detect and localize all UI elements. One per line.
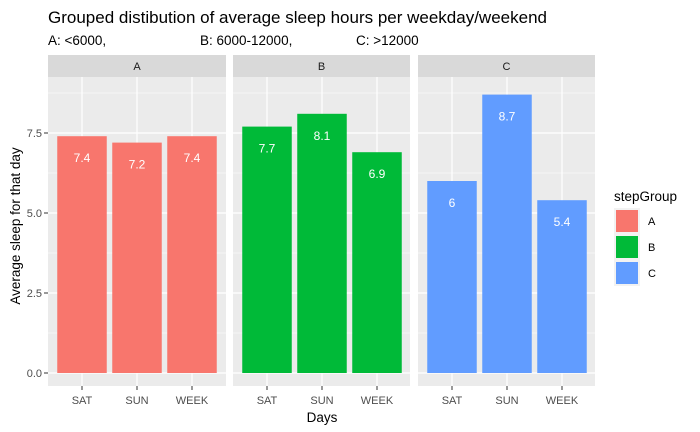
y-tick-label: 7.5 (27, 128, 42, 140)
x-tick-label: SAT (257, 395, 278, 407)
facet-strip-label: B (318, 61, 325, 73)
facet-panel-a: A 7.4 7.2 7.4 SAT SUN WEEK (48, 55, 226, 407)
x-axis-title: Days (307, 410, 338, 425)
legend-label: C (648, 268, 656, 280)
bar-value-label: 6 (449, 196, 456, 210)
y-tick-label: 5.0 (27, 208, 42, 220)
bar-a-week (167, 136, 217, 373)
x-tick-label: SUN (125, 395, 148, 407)
y-axis: 0.0 2.5 5.0 7.5 (27, 128, 48, 380)
bar-a-sun (112, 142, 162, 373)
subtitle-group-c: C: >12000 (356, 33, 419, 48)
facet-panel-c: C 6 8.7 5.4 SAT SUN WEEK (418, 55, 595, 407)
subtitle-group-a: A: <6000, (48, 33, 106, 48)
y-tick-label: 2.5 (27, 288, 42, 300)
bar-value-label: 7.4 (74, 151, 91, 165)
bar-value-label: 7.4 (184, 151, 201, 165)
bar-c-sat (427, 181, 477, 373)
x-tick-label: SAT (442, 395, 463, 407)
y-tick-label: 0.0 (27, 368, 42, 380)
facet-panel-b: B 7.7 8.1 6.9 SAT SUN WEEK (233, 55, 410, 407)
x-tick-label: SUN (310, 395, 333, 407)
legend-swatch-a (616, 210, 638, 232)
legend-swatch-b (616, 236, 638, 258)
facet-strip (233, 55, 410, 77)
bar-c-sun (482, 94, 532, 373)
bar-b-week (352, 152, 402, 373)
facet-strip-label: A (133, 61, 141, 73)
bar-value-label: 5.4 (554, 215, 571, 229)
x-tick-label: WEEK (546, 395, 579, 407)
legend: stepGroup A B C (614, 189, 677, 286)
bar-value-label: 7.2 (129, 158, 146, 172)
bar-value-label: 8.7 (499, 110, 516, 124)
legend-title: stepGroup (614, 189, 677, 204)
bar-b-sun (297, 113, 347, 374)
subtitle-group-b: B: 6000-12000, (200, 33, 292, 48)
legend-label: B (648, 242, 655, 254)
chart-title: Grouped distibution of average sleep hou… (48, 8, 547, 27)
bar-value-label: 6.9 (369, 167, 386, 181)
facet-strip-label: C (503, 61, 511, 73)
facet-strip (48, 55, 226, 77)
bar-a-sat (57, 136, 107, 373)
x-tick-label: SUN (495, 395, 518, 407)
facet-panels: A 7.4 7.2 7.4 SAT SUN WEEK B 7.7 8.1 6.9 SAT SUN WEEK… (48, 55, 595, 407)
legend-label: A (648, 216, 656, 228)
bar-value-label: 7.7 (259, 142, 276, 156)
facet-strip (418, 55, 595, 77)
bar-c-week (537, 200, 587, 373)
x-tick-label: WEEK (361, 395, 394, 407)
legend-swatch-c (616, 262, 638, 284)
bar-b-sat (242, 126, 292, 373)
x-tick-label: SAT (72, 395, 93, 407)
bar-value-label: 8.1 (314, 129, 331, 143)
x-tick-label: WEEK (176, 395, 209, 407)
y-axis-title: Average sleep for that day (8, 147, 23, 305)
